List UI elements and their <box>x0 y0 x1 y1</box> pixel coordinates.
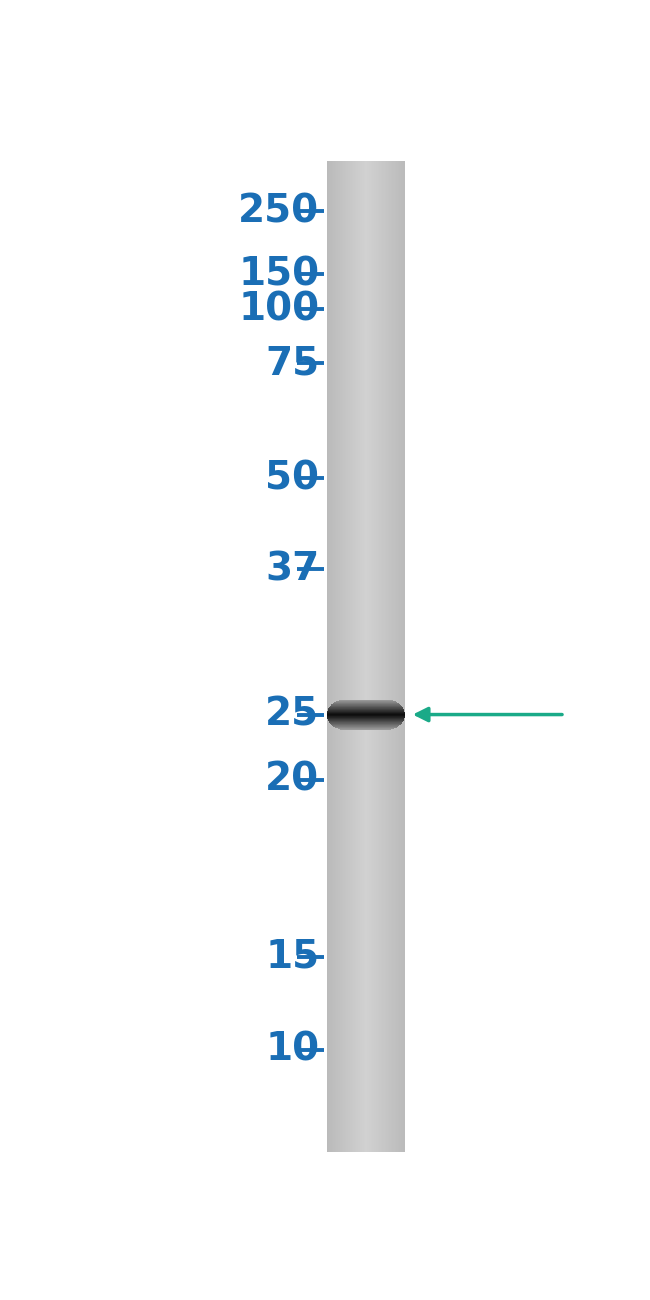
Bar <box>368 161 369 1152</box>
Bar <box>383 161 384 1152</box>
Text: 37: 37 <box>265 550 319 589</box>
Bar <box>376 161 377 1152</box>
Bar <box>386 161 387 1152</box>
Bar <box>374 161 375 1152</box>
Bar <box>389 161 390 1152</box>
Bar <box>379 161 380 1152</box>
Text: 100: 100 <box>238 290 319 328</box>
Bar <box>348 161 350 1152</box>
Bar <box>390 161 391 1152</box>
Bar <box>338 161 339 1152</box>
Bar <box>335 161 336 1152</box>
Bar <box>393 161 394 1152</box>
Bar <box>388 161 389 1152</box>
Bar <box>371 161 372 1152</box>
Bar <box>387 161 388 1152</box>
Text: 10: 10 <box>265 1031 319 1069</box>
Bar <box>395 161 396 1152</box>
Bar <box>327 161 328 1152</box>
Text: 25: 25 <box>265 696 319 733</box>
Bar <box>378 161 379 1152</box>
Text: 50: 50 <box>265 459 319 498</box>
Bar <box>351 161 352 1152</box>
Bar <box>355 161 356 1152</box>
Bar <box>401 161 402 1152</box>
Bar <box>375 161 376 1152</box>
Bar <box>394 161 395 1152</box>
Bar <box>404 161 405 1152</box>
Bar <box>361 161 362 1152</box>
Text: 150: 150 <box>238 255 319 292</box>
Bar <box>343 161 344 1152</box>
Text: 250: 250 <box>238 192 319 230</box>
Bar <box>339 161 340 1152</box>
Bar <box>377 161 378 1152</box>
Bar <box>341 161 342 1152</box>
Bar <box>366 161 367 1152</box>
Bar <box>342 161 343 1152</box>
Bar <box>354 161 355 1152</box>
Bar <box>330 161 331 1152</box>
Bar <box>340 161 341 1152</box>
Bar <box>398 161 400 1152</box>
Bar <box>360 161 361 1152</box>
Bar <box>332 161 333 1152</box>
Bar <box>364 161 365 1152</box>
Bar <box>352 161 354 1152</box>
Bar <box>344 161 346 1152</box>
Bar <box>359 161 360 1152</box>
Text: 15: 15 <box>265 937 319 976</box>
Bar <box>333 161 334 1152</box>
Bar <box>396 161 397 1152</box>
Bar <box>363 161 364 1152</box>
Bar <box>373 161 374 1152</box>
Bar <box>402 161 404 1152</box>
Bar <box>365 161 366 1152</box>
Bar <box>370 161 371 1152</box>
Text: 75: 75 <box>265 344 319 382</box>
Bar <box>372 161 373 1152</box>
Bar <box>400 161 401 1152</box>
Bar <box>337 161 338 1152</box>
Bar <box>329 161 330 1152</box>
Bar <box>334 161 335 1152</box>
Bar <box>367 161 368 1152</box>
Bar <box>392 161 393 1152</box>
Bar <box>369 161 370 1152</box>
Bar <box>358 161 359 1152</box>
Bar <box>382 161 383 1152</box>
Text: 20: 20 <box>265 760 319 798</box>
Bar <box>347 161 348 1152</box>
Bar <box>381 161 382 1152</box>
Bar <box>391 161 392 1152</box>
Bar <box>331 161 332 1152</box>
Bar <box>385 161 386 1152</box>
Bar <box>384 161 385 1152</box>
Bar <box>328 161 329 1152</box>
Bar <box>350 161 351 1152</box>
Bar <box>336 161 337 1152</box>
Bar <box>346 161 347 1152</box>
Bar <box>362 161 363 1152</box>
Bar <box>380 161 381 1152</box>
Bar <box>397 161 398 1152</box>
Bar <box>356 161 358 1152</box>
